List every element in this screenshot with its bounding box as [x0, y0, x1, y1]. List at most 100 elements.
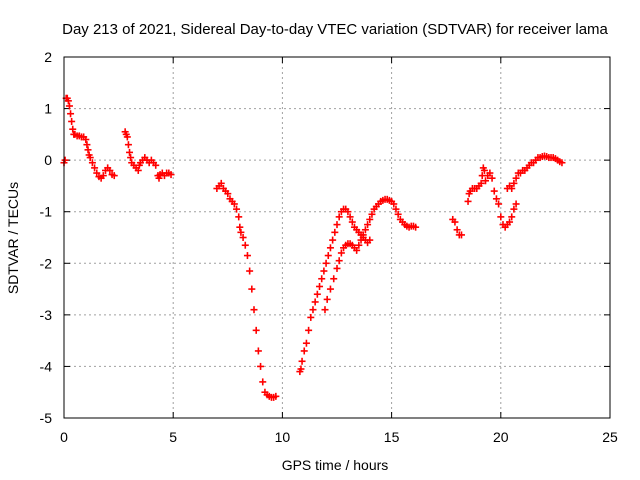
data-point: [324, 252, 332, 260]
data-point: [392, 205, 400, 213]
data-point: [368, 210, 376, 218]
data-point: [307, 313, 315, 321]
data-point: [302, 339, 310, 347]
data-point: [333, 221, 341, 229]
data-point: [326, 285, 334, 293]
data-point: [355, 241, 363, 249]
x-tick-label: 10: [275, 429, 291, 445]
data-point: [236, 223, 244, 231]
data-point: [88, 159, 96, 167]
data-point: [254, 347, 262, 355]
data-point: [482, 177, 490, 185]
data-point: [233, 205, 241, 213]
data-point: [412, 223, 420, 231]
data-point: [67, 110, 75, 118]
data-point: [323, 295, 331, 303]
data-point: [453, 226, 461, 234]
x-tick-label: 15: [384, 429, 400, 445]
y-tick-label: 1: [44, 101, 52, 117]
data-point: [330, 275, 338, 283]
data-point: [155, 174, 163, 182]
data-point: [464, 197, 472, 205]
data-point: [366, 215, 374, 223]
x-tick-label: 0: [60, 429, 68, 445]
data-point: [361, 226, 369, 234]
data-point: [68, 117, 76, 125]
x-tick-labels: 0 5 10 15 20 25: [60, 429, 618, 445]
data-point: [506, 218, 514, 226]
data-point: [64, 97, 72, 105]
y-tick-label: -2: [40, 255, 53, 271]
data-point: [91, 164, 99, 172]
y-tick-labels: -5 -4 -3 -2 -1 0 1 2: [40, 49, 53, 426]
data-point: [235, 213, 243, 221]
data-point: [86, 154, 94, 162]
data-point: [305, 326, 313, 334]
grid-lines: [64, 57, 610, 418]
data-point: [106, 166, 114, 174]
data-point: [510, 179, 518, 187]
data-point: [359, 231, 367, 239]
data-point: [353, 246, 361, 254]
data-point: [127, 154, 135, 162]
y-axis-label: SDTVAR / TECUs: [5, 182, 21, 294]
data-point: [123, 133, 131, 141]
data-point: [335, 213, 343, 221]
data-point: [492, 195, 500, 203]
data-point: [331, 228, 339, 236]
data-point: [297, 365, 305, 373]
y-tick-label: -3: [40, 307, 53, 323]
data-point: [335, 257, 343, 265]
data-point: [252, 326, 260, 334]
data-point: [457, 231, 465, 239]
data-point: [477, 179, 485, 187]
data-point: [313, 290, 321, 298]
data-point: [508, 213, 516, 221]
data-point: [272, 392, 280, 400]
y-tick-label: -5: [40, 410, 53, 426]
data-point: [134, 166, 142, 174]
data-point: [337, 249, 345, 257]
data-point: [99, 172, 107, 180]
data-point: [83, 141, 91, 149]
x-axis-label: GPS time / hours: [282, 457, 389, 473]
data-point: [490, 187, 498, 195]
data-point: [61, 156, 69, 164]
data-point: [309, 306, 317, 314]
data-point: [93, 169, 101, 177]
data-point: [329, 236, 337, 244]
data-point: [69, 125, 77, 133]
data-point: [152, 161, 160, 169]
data-point: [239, 234, 247, 241]
data-point: [241, 241, 249, 249]
data-point: [321, 306, 329, 314]
data-point: [364, 221, 372, 229]
axis-ticks: [63, 56, 611, 419]
data-point: [512, 174, 520, 182]
data-point: [346, 213, 354, 221]
data-point: [311, 298, 319, 306]
y-tick-label: 0: [44, 152, 52, 168]
data-point: [480, 166, 488, 174]
data-point: [82, 136, 90, 144]
chart-title: Day 213 of 2021, Sidereal Day-to-day VTE…: [62, 21, 608, 38]
data-point: [512, 200, 520, 208]
data-point: [486, 169, 494, 177]
data-point: [510, 205, 518, 213]
data-point: [84, 146, 92, 154]
data-point: [298, 357, 306, 365]
data-point: [344, 208, 352, 216]
data-point: [257, 362, 265, 370]
data-point: [508, 185, 516, 193]
data-point: [497, 213, 505, 221]
data-point: [224, 190, 232, 198]
data-point: [394, 210, 402, 218]
data-point: [322, 259, 330, 267]
x-tick-label: 5: [169, 429, 177, 445]
data-point: [237, 228, 245, 236]
x-tick-label: 25: [602, 429, 618, 445]
data-point: [300, 347, 308, 355]
data-point: [318, 275, 326, 283]
data-point: [348, 218, 356, 226]
